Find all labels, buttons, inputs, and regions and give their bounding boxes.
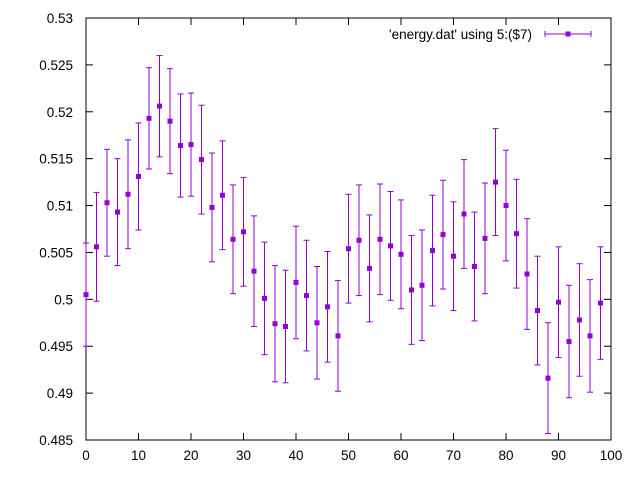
x-tick-label: 60 bbox=[393, 448, 408, 463]
data-point bbox=[178, 143, 183, 149]
y-tick-labels: 0.485 0.49 0.495 0.5 0.505 0.51 0.515 0.52 0.525… bbox=[39, 11, 73, 448]
data-point bbox=[283, 324, 288, 330]
data-point bbox=[440, 232, 446, 238]
y-tick-label: 0.525 bbox=[39, 58, 73, 73]
x-tick-label: 70 bbox=[446, 448, 461, 463]
x-tick-label: 90 bbox=[551, 448, 566, 463]
data-point bbox=[493, 179, 498, 185]
data-point bbox=[367, 265, 372, 271]
data-point bbox=[451, 253, 456, 259]
y-tick-label: 0.51 bbox=[47, 199, 73, 214]
data-point bbox=[545, 375, 551, 381]
data-points bbox=[83, 103, 603, 381]
x-tick-label: 50 bbox=[341, 448, 356, 463]
data-point bbox=[262, 295, 267, 301]
data-point bbox=[503, 203, 509, 209]
data-point bbox=[377, 236, 383, 242]
data-point bbox=[167, 118, 173, 124]
data-point bbox=[346, 246, 351, 252]
y-tick-label: 0.485 bbox=[39, 433, 73, 448]
data-point bbox=[577, 317, 582, 323]
data-point bbox=[587, 333, 593, 339]
x-tick-label: 40 bbox=[288, 448, 303, 463]
data-point bbox=[83, 292, 89, 298]
x-tick-label: 20 bbox=[183, 448, 198, 463]
data-point bbox=[409, 287, 414, 293]
data-point bbox=[125, 191, 131, 197]
x-tick-label: 100 bbox=[600, 448, 623, 463]
data-point bbox=[241, 229, 246, 235]
y-tick-label: 0.49 bbox=[47, 386, 73, 401]
data-point bbox=[220, 192, 225, 198]
data-point bbox=[104, 200, 110, 206]
data-point bbox=[566, 339, 572, 345]
data-point bbox=[314, 320, 320, 326]
data-point bbox=[325, 304, 330, 310]
data-point bbox=[304, 293, 309, 299]
y-tick-label: 0.52 bbox=[47, 105, 73, 120]
data-point bbox=[388, 243, 393, 249]
data-point bbox=[272, 321, 278, 327]
data-point bbox=[199, 157, 204, 163]
data-point bbox=[188, 142, 194, 148]
data-point bbox=[598, 300, 603, 306]
data-point bbox=[293, 279, 299, 285]
x-tick-label: 30 bbox=[236, 448, 251, 463]
data-point bbox=[419, 282, 425, 288]
data-point bbox=[556, 299, 561, 305]
data-point bbox=[230, 236, 236, 242]
y-tick-label: 0.515 bbox=[39, 152, 73, 167]
data-point bbox=[136, 173, 141, 179]
data-point bbox=[251, 268, 257, 274]
data-point bbox=[115, 209, 120, 215]
legend-label: 'energy.dat' using 5:($7) bbox=[389, 27, 532, 42]
tick-marks bbox=[85, 17, 612, 441]
x-tick-labels: 0 10 20 30 40 50 60 70 80 90 100 bbox=[82, 448, 622, 463]
legend-sample bbox=[544, 31, 592, 37]
x-tick-label: 10 bbox=[131, 448, 146, 463]
data-point bbox=[398, 251, 404, 257]
data-point bbox=[430, 248, 435, 254]
data-point bbox=[146, 115, 152, 121]
data-point bbox=[461, 211, 467, 217]
data-point bbox=[157, 103, 162, 109]
legend: 'energy.dat' using 5:($7) bbox=[389, 27, 592, 42]
data-point bbox=[209, 204, 215, 210]
y-tick-label: 0.53 bbox=[47, 11, 73, 26]
data-point bbox=[94, 244, 99, 250]
data-point bbox=[524, 271, 530, 277]
y-tick-label: 0.495 bbox=[39, 339, 73, 354]
data-point bbox=[482, 235, 488, 241]
data-point bbox=[472, 264, 477, 270]
x-tick-label: 0 bbox=[82, 448, 90, 463]
x-tick-label: 80 bbox=[498, 448, 513, 463]
y-tick-label: 0.505 bbox=[39, 245, 73, 260]
legend-marker bbox=[565, 31, 571, 37]
data-point bbox=[514, 231, 519, 237]
y-tick-label: 0.5 bbox=[54, 292, 73, 307]
data-point bbox=[356, 237, 362, 243]
data-point bbox=[335, 333, 341, 339]
data-point bbox=[535, 308, 540, 314]
